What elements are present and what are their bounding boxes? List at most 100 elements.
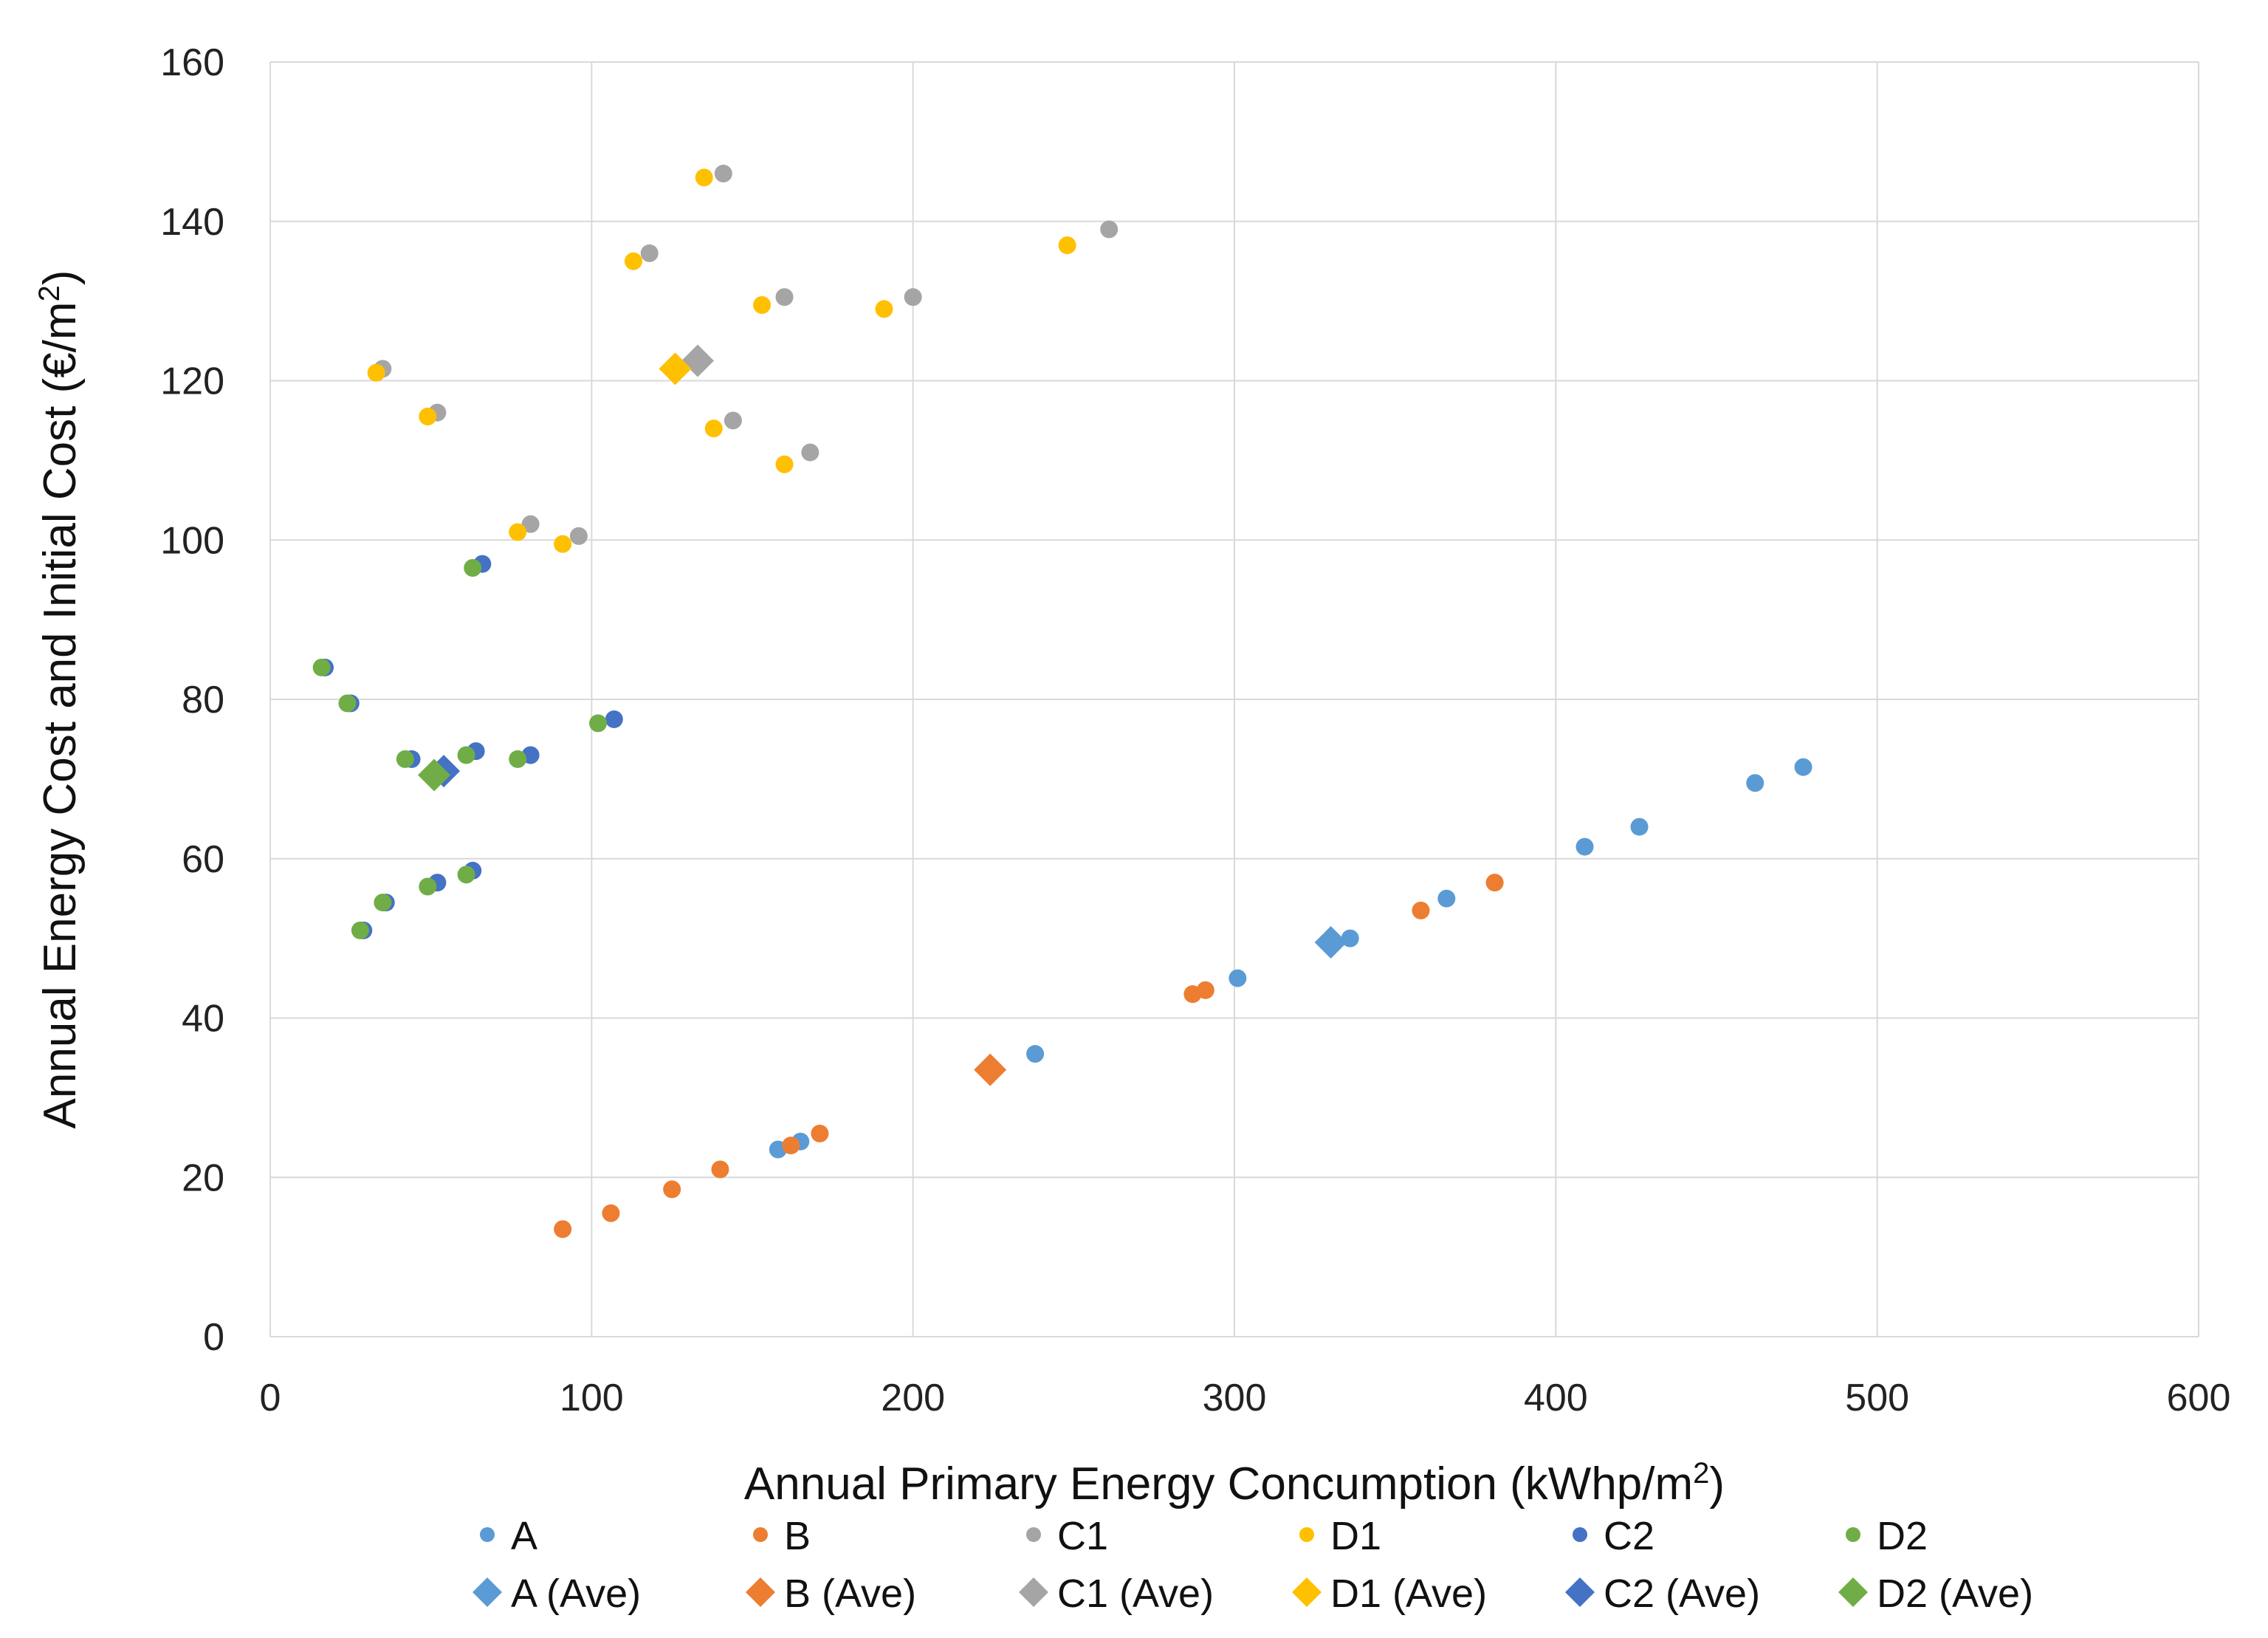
data-point-d1	[753, 296, 772, 315]
legend-marker-c1-ave	[1019, 1577, 1048, 1607]
average-point-b-ave	[974, 1053, 1007, 1086]
data-point-c1	[569, 527, 588, 545]
y-tick-label: 100	[160, 519, 224, 562]
data-point-a	[1630, 818, 1649, 836]
data-point-d2	[351, 921, 369, 939]
series-a	[769, 758, 1812, 1159]
y-tick-label: 120	[160, 360, 224, 403]
y-tick-label: 0	[203, 1316, 224, 1359]
data-point-d2	[509, 750, 527, 768]
series-c1	[374, 165, 1118, 545]
legend-item-c1: C1	[1026, 1514, 1108, 1558]
x-axis-title: Annual Primary Energy Concumption (kWhp/…	[744, 1457, 1725, 1510]
data-point-c1	[640, 244, 659, 262]
data-point-b	[811, 1124, 829, 1142]
legend-marker-d1	[1299, 1527, 1314, 1542]
data-point-d2	[396, 750, 414, 768]
legend-marker-c2	[1573, 1527, 1587, 1542]
legend-marker-b-ave	[746, 1577, 775, 1607]
data-point-a	[1575, 837, 1594, 856]
series-d1-ave	[659, 352, 692, 385]
legend-label-a-ave: A (Ave)	[511, 1572, 641, 1616]
data-point-c1	[724, 411, 742, 430]
legend-item-a: A	[480, 1514, 537, 1558]
legend-item-c2: C2	[1573, 1514, 1654, 1558]
grid	[269, 61, 2199, 1337]
legend-item-c1-ave: C1 (Ave)	[1019, 1572, 1214, 1616]
data-point-c1	[714, 165, 732, 183]
legend-item-d1-ave: D1 (Ave)	[1292, 1572, 1487, 1616]
data-point-a	[1026, 1045, 1045, 1063]
legend-label-c1-ave: C1 (Ave)	[1057, 1572, 1214, 1616]
axes: 0 100 200 300 400 500 600 0 20 40 60 80 100 120 140 160…	[33, 41, 2230, 1510]
legend-marker-c1	[1026, 1527, 1041, 1542]
data-point-d1	[875, 300, 893, 318]
average-point-d1-ave	[659, 352, 692, 385]
average-point-d2-ave	[418, 758, 451, 792]
x-tick-label: 300	[1203, 1377, 1267, 1419]
data-point-c2	[605, 710, 623, 728]
x-tick-label: 600	[2167, 1377, 2231, 1419]
data-point-d2	[419, 877, 437, 896]
data-point-b	[711, 1160, 729, 1179]
x-tick-label: 500	[1845, 1377, 1909, 1419]
data-point-d1	[704, 419, 723, 438]
legend-item-c2-ave: C2 (Ave)	[1565, 1572, 1760, 1616]
y-tick-label: 140	[160, 201, 224, 244]
legend-marker-d2-ave	[1838, 1577, 1868, 1607]
series-d2-ave	[418, 758, 451, 792]
data-point-a	[1228, 969, 1247, 987]
data-point-d2	[457, 866, 475, 884]
data-point-d1	[554, 535, 572, 553]
x-tick-label: 400	[1524, 1377, 1588, 1419]
data-point-d1	[1058, 236, 1076, 255]
data-point-b	[663, 1180, 681, 1199]
legend-marker-a-ave	[472, 1577, 502, 1607]
y-tick-label: 60	[182, 838, 224, 881]
series-d1	[367, 168, 1076, 553]
x-tick-label: 100	[560, 1377, 624, 1419]
data-point-a	[1794, 758, 1812, 776]
legend: A B C1 D1 C2 D2 A (Ave) B (Ave) C1 (Ave) D1 (Ave)…	[472, 1514, 2033, 1616]
legend-label-d1: D1	[1330, 1514, 1381, 1558]
legend-marker-d1-ave	[1292, 1577, 1322, 1607]
legend-label-c2: C2	[1604, 1514, 1654, 1558]
data-point-c1	[775, 288, 794, 306]
data-point-d2	[589, 714, 608, 733]
legend-item-d2-ave: D2 (Ave)	[1838, 1572, 2033, 1616]
legend-item-a-ave: A (Ave)	[472, 1572, 641, 1616]
data-point-c1	[521, 515, 540, 533]
series-b	[554, 874, 1504, 1238]
y-tick-label: 40	[182, 998, 224, 1041]
data-point-d1	[695, 168, 713, 187]
legend-marker-a	[480, 1527, 495, 1542]
data-point-b	[1412, 901, 1430, 919]
data-point-d2	[457, 746, 475, 764]
series-d2	[312, 559, 608, 939]
data-point-d1	[624, 252, 642, 270]
data-point-b	[554, 1220, 572, 1238]
data-point-b	[1485, 874, 1504, 892]
legend-label-b-ave: B (Ave)	[784, 1572, 916, 1616]
legend-item-b-ave: B (Ave)	[746, 1572, 916, 1616]
legend-item-d1: D1	[1299, 1514, 1381, 1558]
legend-item-d2: D2	[1846, 1514, 1928, 1558]
data-point-c1	[1100, 220, 1118, 239]
data-point-d1	[509, 523, 527, 541]
y-axis-title: Annual Energy Cost and Initial Cost (€/m…	[33, 270, 86, 1129]
legend-label-d1-ave: D1 (Ave)	[1330, 1572, 1487, 1616]
legend-label-b: B	[784, 1514, 811, 1558]
data-point-d2	[312, 658, 331, 676]
data-point-c1	[801, 443, 819, 462]
plot-area	[312, 165, 1812, 1238]
data-point-d1	[367, 363, 385, 382]
legend-item-b: B	[753, 1514, 811, 1558]
data-point-a	[1746, 774, 1764, 792]
legend-label-a: A	[511, 1514, 537, 1558]
y-tick-label: 160	[160, 41, 224, 84]
legend-marker-d2	[1846, 1527, 1860, 1542]
average-point-a-ave	[1314, 926, 1347, 959]
data-point-b	[602, 1204, 620, 1222]
